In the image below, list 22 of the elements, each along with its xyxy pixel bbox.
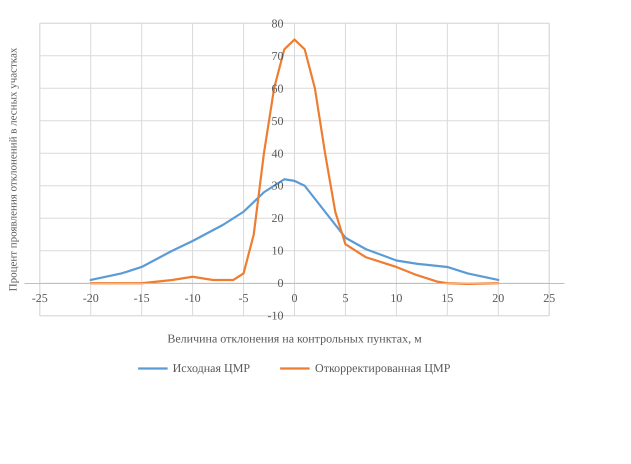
y-tick-label: 10 — [272, 244, 284, 258]
x-tick-label: -10 — [184, 291, 201, 306]
legend-label: Исходная ЦМР — [172, 360, 250, 376]
x-tick-label: -5 — [238, 291, 249, 306]
x-axis-title: Величина отклонения на контрольных пунктах, м — [167, 332, 422, 346]
x-tick-label: -20 — [82, 291, 99, 306]
y-tick-label: 20 — [272, 211, 284, 226]
x-tick-label: -25 — [32, 291, 48, 306]
x-tick-label: 25 — [543, 291, 556, 306]
x-tick-label: 10 — [390, 291, 402, 306]
x-tick-label: 0 — [292, 291, 298, 306]
x-tick-label: -15 — [134, 291, 150, 306]
y-tick-label: 0 — [278, 276, 284, 290]
y-tick-label: 80 — [272, 16, 284, 30]
y-tick-label: 50 — [272, 114, 284, 128]
x-tick-label: 15 — [441, 291, 454, 306]
x-tick-label: 20 — [492, 291, 504, 306]
legend-label: Откорректированная ЦМР — [315, 360, 450, 376]
y-axis-title: Процент проявления отклонений в лесных участках — [8, 47, 20, 292]
y-tick-label: 40 — [272, 146, 284, 160]
x-tick-label: 5 — [342, 291, 348, 306]
y-tick-label: -10 — [268, 308, 284, 323]
